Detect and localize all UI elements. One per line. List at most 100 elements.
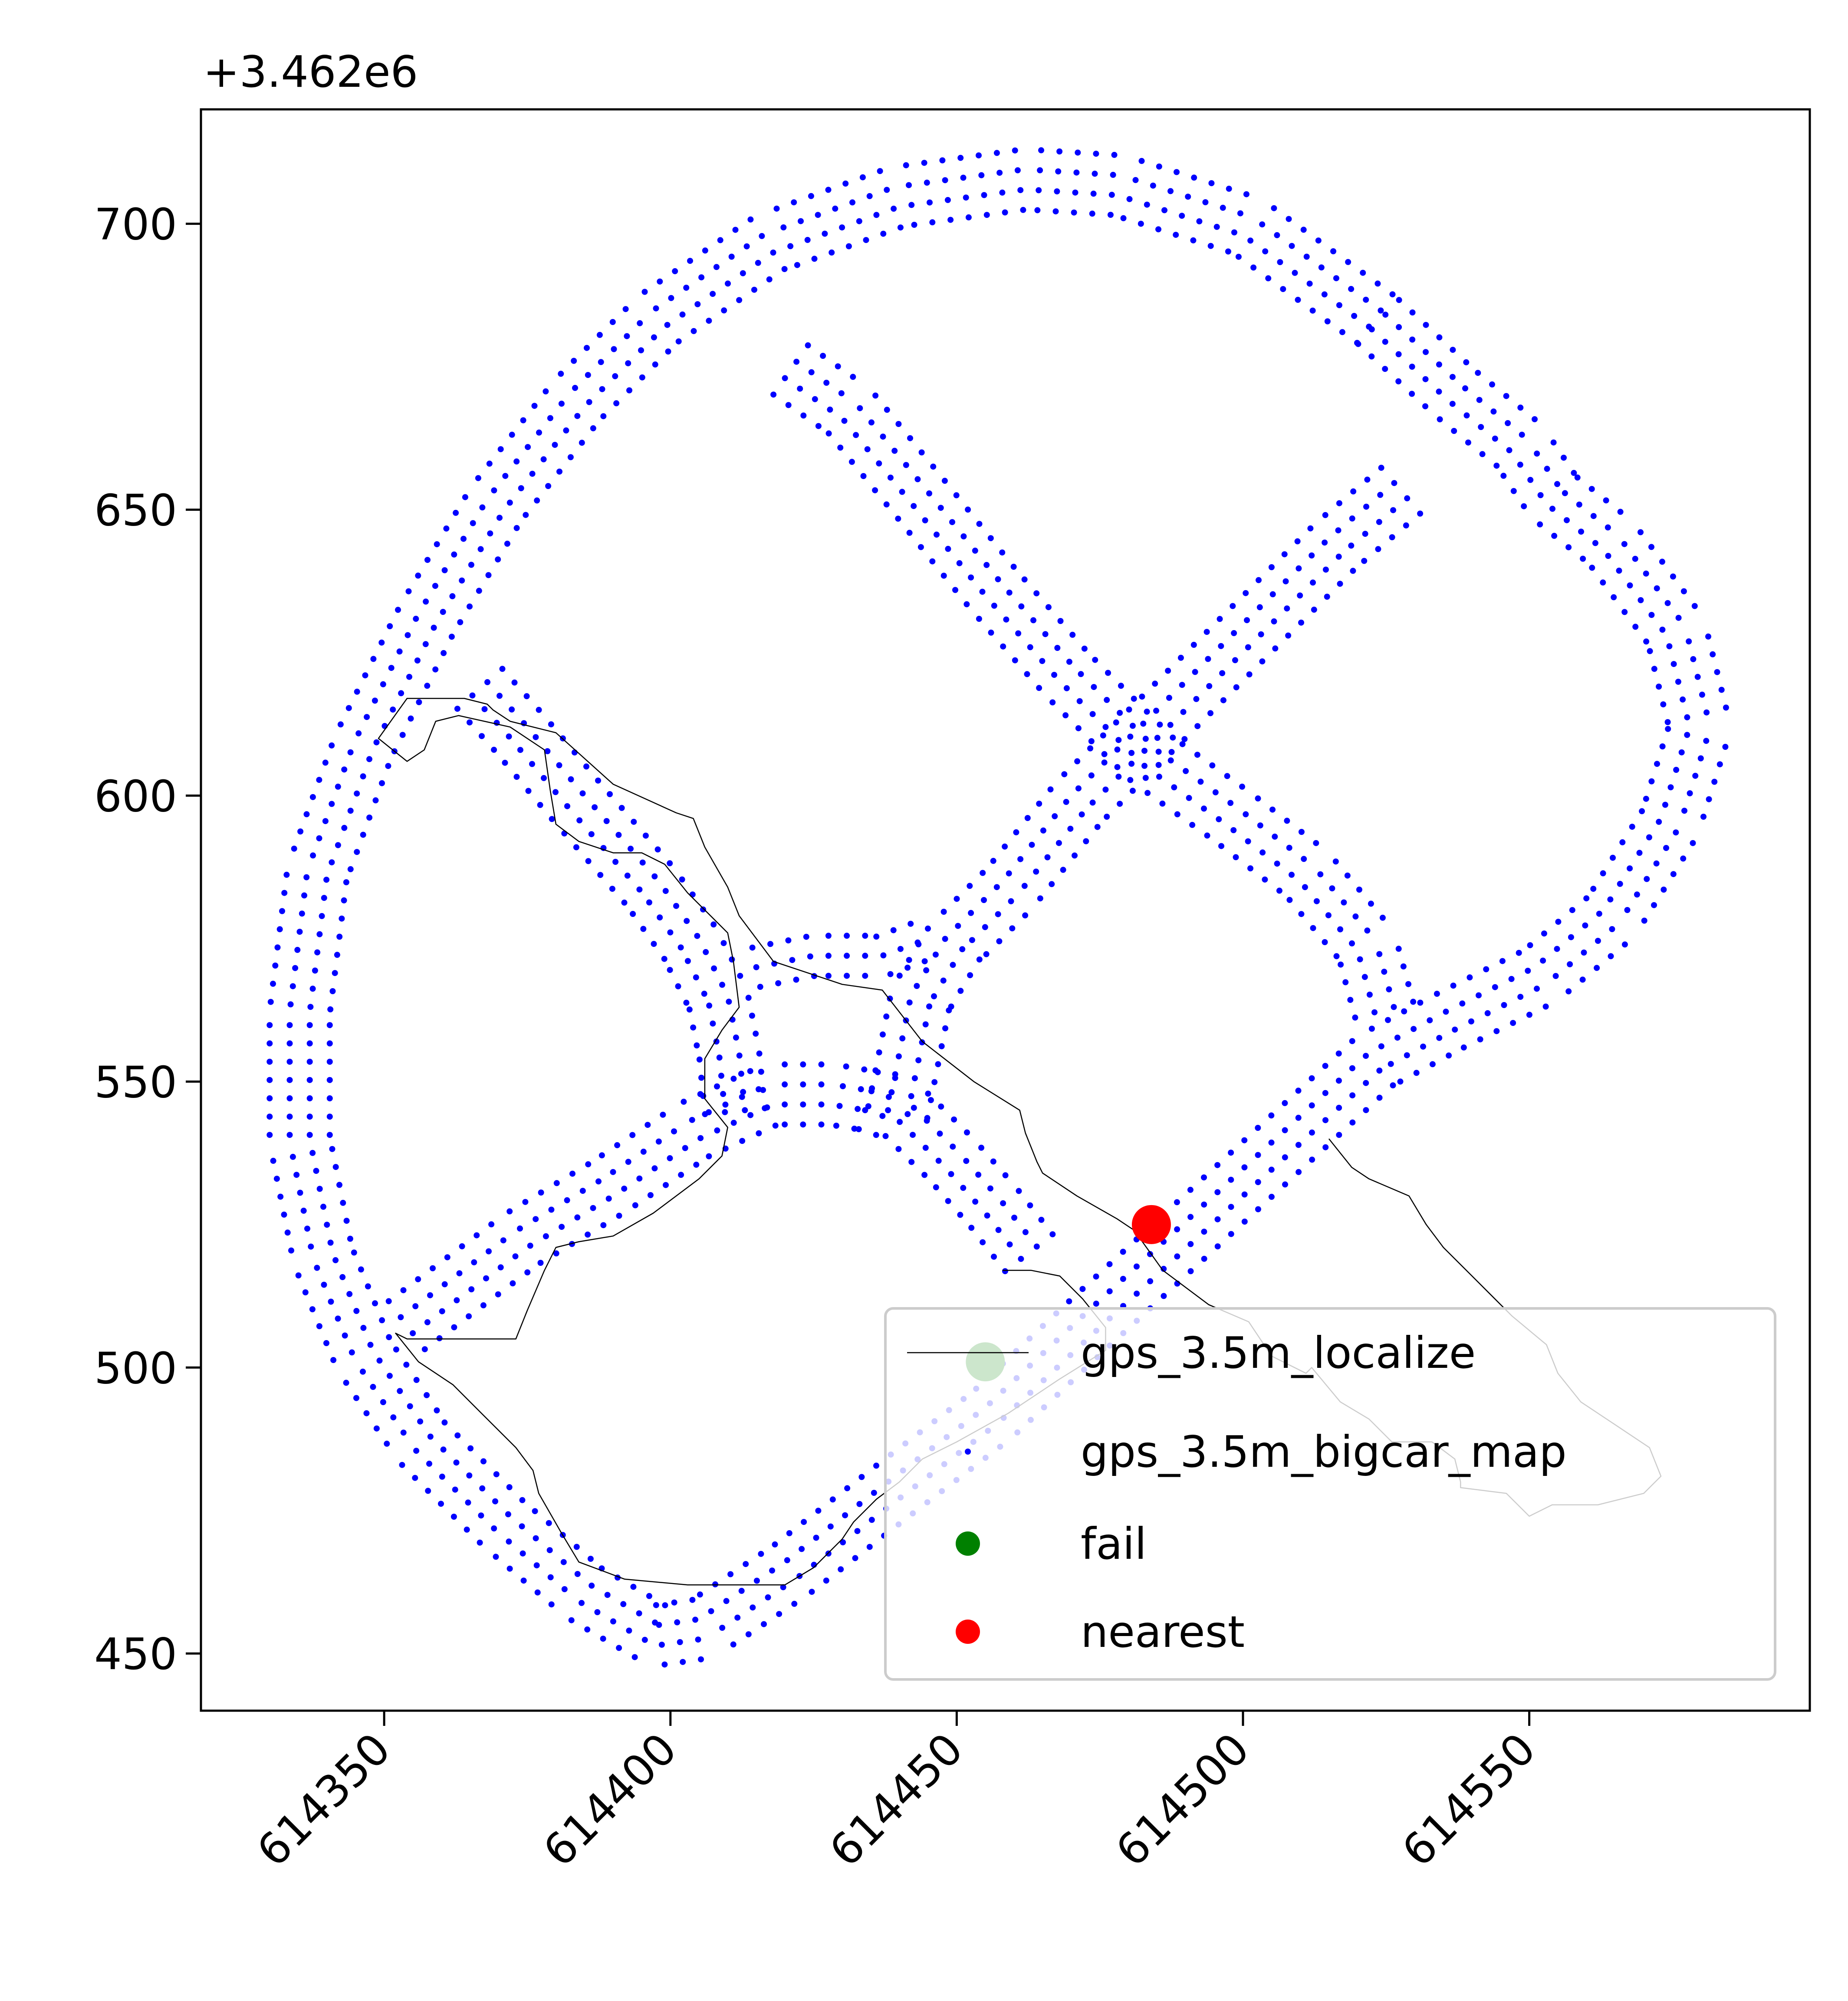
map-point bbox=[667, 929, 674, 936]
map-point bbox=[629, 1132, 636, 1138]
map-point bbox=[1565, 544, 1572, 551]
map-point bbox=[314, 1265, 320, 1271]
map-point bbox=[950, 1143, 956, 1150]
map-point bbox=[646, 899, 652, 906]
map-point bbox=[1309, 552, 1315, 559]
map-point bbox=[465, 1499, 471, 1506]
map-point bbox=[1237, 210, 1243, 217]
map-point bbox=[995, 1227, 1002, 1233]
map-point bbox=[1088, 772, 1095, 779]
map-point bbox=[1600, 579, 1606, 586]
map-point bbox=[899, 489, 905, 495]
map-point bbox=[747, 1112, 754, 1118]
map-point bbox=[990, 1158, 996, 1165]
map-point bbox=[459, 577, 465, 584]
map-point bbox=[1156, 163, 1162, 170]
map-point bbox=[556, 468, 562, 475]
map-point bbox=[616, 1645, 622, 1651]
map-point bbox=[1397, 1078, 1404, 1085]
map-point bbox=[370, 1383, 376, 1390]
map-point bbox=[1171, 784, 1177, 791]
map-point bbox=[1102, 724, 1109, 730]
map-point bbox=[996, 170, 1003, 176]
map-point bbox=[978, 1144, 984, 1151]
map-point bbox=[412, 1303, 419, 1309]
map-point bbox=[1680, 588, 1687, 595]
map-point bbox=[416, 699, 422, 705]
map-point bbox=[911, 1104, 917, 1111]
map-point bbox=[1170, 734, 1176, 741]
map-point bbox=[1191, 174, 1197, 181]
map-point bbox=[561, 830, 568, 837]
map-point bbox=[1052, 208, 1059, 215]
map-point bbox=[621, 899, 628, 906]
map-point bbox=[681, 1098, 687, 1105]
map-point bbox=[1722, 744, 1729, 750]
map-point bbox=[800, 1101, 806, 1108]
map-point bbox=[546, 1547, 553, 1554]
map-point bbox=[1154, 735, 1161, 741]
map-point bbox=[660, 1111, 666, 1118]
map-point bbox=[1277, 259, 1283, 265]
map-point bbox=[1033, 868, 1039, 875]
map-point bbox=[959, 946, 966, 953]
map-point bbox=[302, 1289, 309, 1295]
map-point bbox=[864, 446, 871, 453]
map-point bbox=[1033, 590, 1040, 597]
map-point bbox=[786, 1530, 792, 1536]
map-point bbox=[595, 777, 601, 784]
map-point bbox=[957, 154, 964, 161]
map-point bbox=[1159, 800, 1166, 807]
map-point bbox=[390, 1414, 397, 1421]
map-point bbox=[812, 396, 818, 402]
map-point bbox=[1161, 1293, 1167, 1299]
map-point bbox=[1710, 651, 1716, 657]
map-point bbox=[441, 1281, 448, 1288]
map-point bbox=[841, 417, 848, 424]
map-point bbox=[1231, 229, 1237, 236]
map-point bbox=[1333, 275, 1339, 282]
map-point bbox=[1272, 645, 1279, 652]
map-point bbox=[929, 219, 936, 226]
legend-label-fail: fail bbox=[1081, 1518, 1147, 1569]
map-point bbox=[908, 202, 915, 208]
map-point bbox=[453, 1459, 460, 1466]
map-point bbox=[1348, 286, 1355, 292]
map-point bbox=[456, 1270, 463, 1277]
map-point bbox=[1186, 795, 1192, 801]
map-point bbox=[270, 980, 276, 987]
map-point bbox=[872, 487, 878, 493]
map-point bbox=[1363, 1107, 1369, 1114]
map-point bbox=[836, 1103, 843, 1109]
legend-swatch-gps-3-5m-bigcar-map bbox=[965, 1449, 971, 1455]
map-point bbox=[573, 844, 579, 851]
map-point bbox=[948, 1003, 954, 1010]
map-point bbox=[1152, 680, 1158, 687]
map-point bbox=[531, 403, 538, 409]
map-point bbox=[729, 956, 735, 963]
map-point bbox=[708, 1608, 714, 1614]
map-point bbox=[390, 706, 396, 713]
map-point bbox=[335, 1315, 341, 1322]
map-point bbox=[653, 1602, 659, 1608]
map-point bbox=[794, 262, 800, 268]
map-point bbox=[855, 1126, 862, 1132]
map-point bbox=[484, 679, 490, 685]
map-point bbox=[1062, 712, 1069, 719]
map-point bbox=[733, 1034, 739, 1041]
map-point bbox=[838, 390, 845, 397]
map-point bbox=[1605, 553, 1611, 559]
map-point bbox=[1568, 934, 1574, 940]
map-point bbox=[947, 217, 954, 223]
map-point bbox=[1678, 749, 1685, 756]
map-point bbox=[424, 1319, 431, 1325]
map-point bbox=[1255, 795, 1261, 802]
map-point bbox=[1379, 914, 1386, 921]
map-point bbox=[823, 380, 830, 386]
map-point bbox=[1205, 656, 1211, 662]
map-point bbox=[1233, 854, 1239, 861]
map-point bbox=[1101, 759, 1108, 766]
map-point bbox=[1257, 822, 1263, 829]
map-point bbox=[942, 936, 948, 942]
map-point bbox=[1675, 679, 1681, 685]
